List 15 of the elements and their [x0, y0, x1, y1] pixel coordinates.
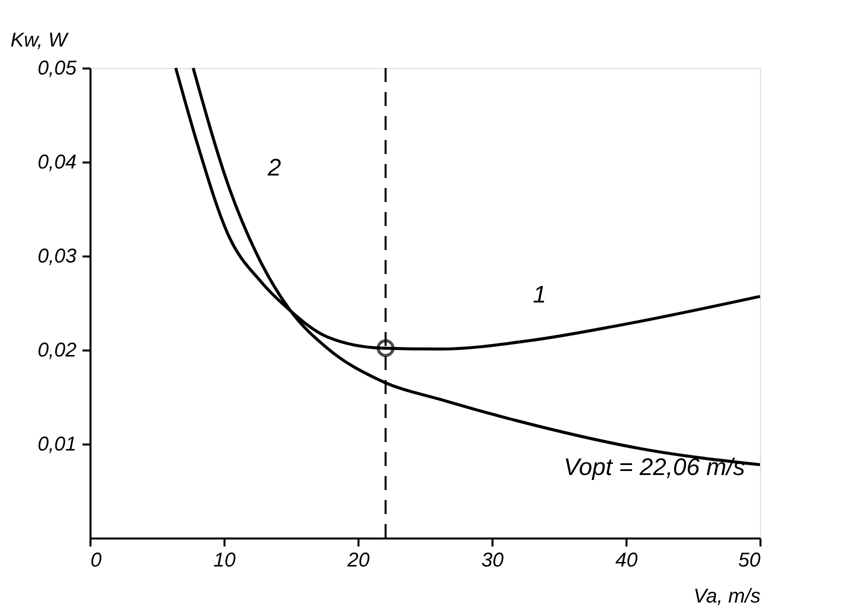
x-tick-label: 30: [481, 550, 504, 572]
x-tick-label: 10: [213, 550, 236, 572]
y-tick-label: 0,03: [38, 246, 76, 268]
series-label: 2: [266, 154, 282, 182]
x-tick-label: 40: [615, 550, 638, 572]
x-axis-title: Va, m/s: [693, 586, 760, 608]
y-tick-label: 0,04: [38, 152, 76, 174]
x-tick-label: 20: [346, 550, 370, 572]
y-tick-label: 0,02: [38, 340, 76, 362]
y-tick-label: 0,05: [38, 58, 78, 80]
series-label: 1: [532, 282, 546, 309]
x-tick-label: 0: [90, 550, 102, 572]
y-axis-title: Kw, W: [10, 30, 70, 52]
y-tick-label: 0,01: [38, 434, 76, 456]
x-tick-label: 50: [738, 550, 760, 572]
